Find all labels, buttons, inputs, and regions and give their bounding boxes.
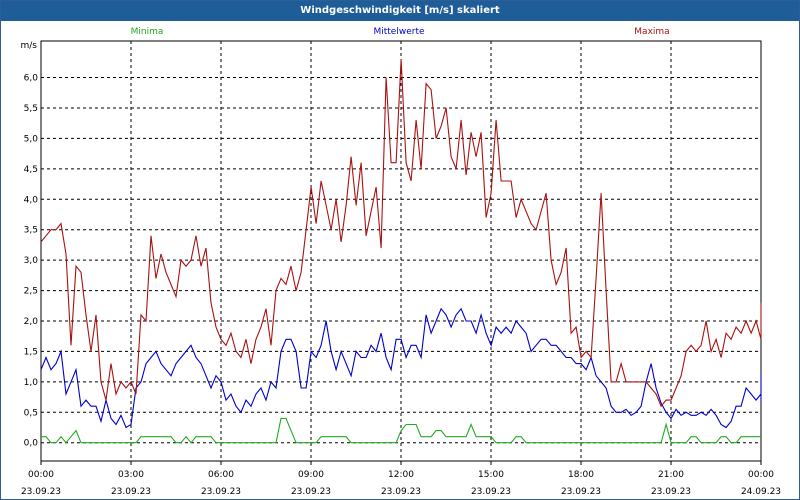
series-line-min [41,417,761,444]
series-line-mean [40,307,762,429]
y-tick-label: 4,0 [24,195,39,205]
y-tick-label: 5,5 [24,104,38,114]
x-tick-date: 23.09.23 [651,487,691,497]
window-title: Windgeschwindigkeit [m/s] skaliert [1,1,799,21]
x-tick-time: 06:00 [208,470,234,480]
y-tick-label: 0,5 [24,408,38,418]
legend-maxima: Maxima [634,27,669,37]
y-tick-label: 2,5 [24,287,38,297]
y-axis-label: m/s [21,41,38,51]
x-tick-time: 18:00 [568,470,594,480]
series-lines [40,59,762,444]
y-tick-label: 1,5 [24,347,38,357]
wind-speed-chart: 0,0 0,5 1,0 1,5 2,0 2,5 3,0 3,5 4,0 4,5 5,0 5,5 6,0 0… [21,27,782,497]
x-tick-date: 23.09.23 [381,487,421,497]
x-tick-date: 23.09.23 [561,487,601,497]
chart-area: 0,0 0,5 1,0 1,5 2,0 2,5 3,0 3,5 4,0 4,5 5,0 5,5 6,0 0… [1,21,799,499]
y-tick-label: 4,5 [24,165,38,175]
x-tick-time: 03:00 [118,470,144,480]
y-tick-label: 0,0 [24,439,39,449]
x-tick-date: 23.09.23 [21,487,61,497]
x-tick-time: 09:00 [298,470,324,480]
x-tick-time: 00:00 [748,470,774,480]
axis-labels: 0,0 0,5 1,0 1,5 2,0 2,5 3,0 3,5 4,0 4,5 5,0 5,5 6,0 0… [21,74,781,497]
x-tick-date: 23.09.23 [111,487,151,497]
y-tick-label: 5,0 [24,134,39,144]
y-tick-label: 2,0 [24,317,39,327]
y-tick-label: 1,0 [24,378,39,388]
legend-mittelwerte: Mittelwerte [373,27,424,37]
x-tick-time: 12:00 [388,470,414,480]
y-tick-label: 6,0 [24,74,39,84]
series-line-max [40,59,762,408]
x-tick-date: 24.09.23 [741,487,781,497]
x-tick-time: 00:00 [28,470,54,480]
x-tick-date: 23.09.23 [291,487,331,497]
x-tick-time: 15:00 [478,470,504,480]
grid [40,40,762,465]
x-tick-date: 23.09.23 [201,487,241,497]
x-tick-time: 21:00 [658,470,684,480]
x-tick-date: 23.09.23 [471,487,511,497]
y-tick-label: 3,0 [24,256,39,266]
y-tick-label: 3,5 [24,226,38,236]
legend-minima: Minima [131,27,164,37]
